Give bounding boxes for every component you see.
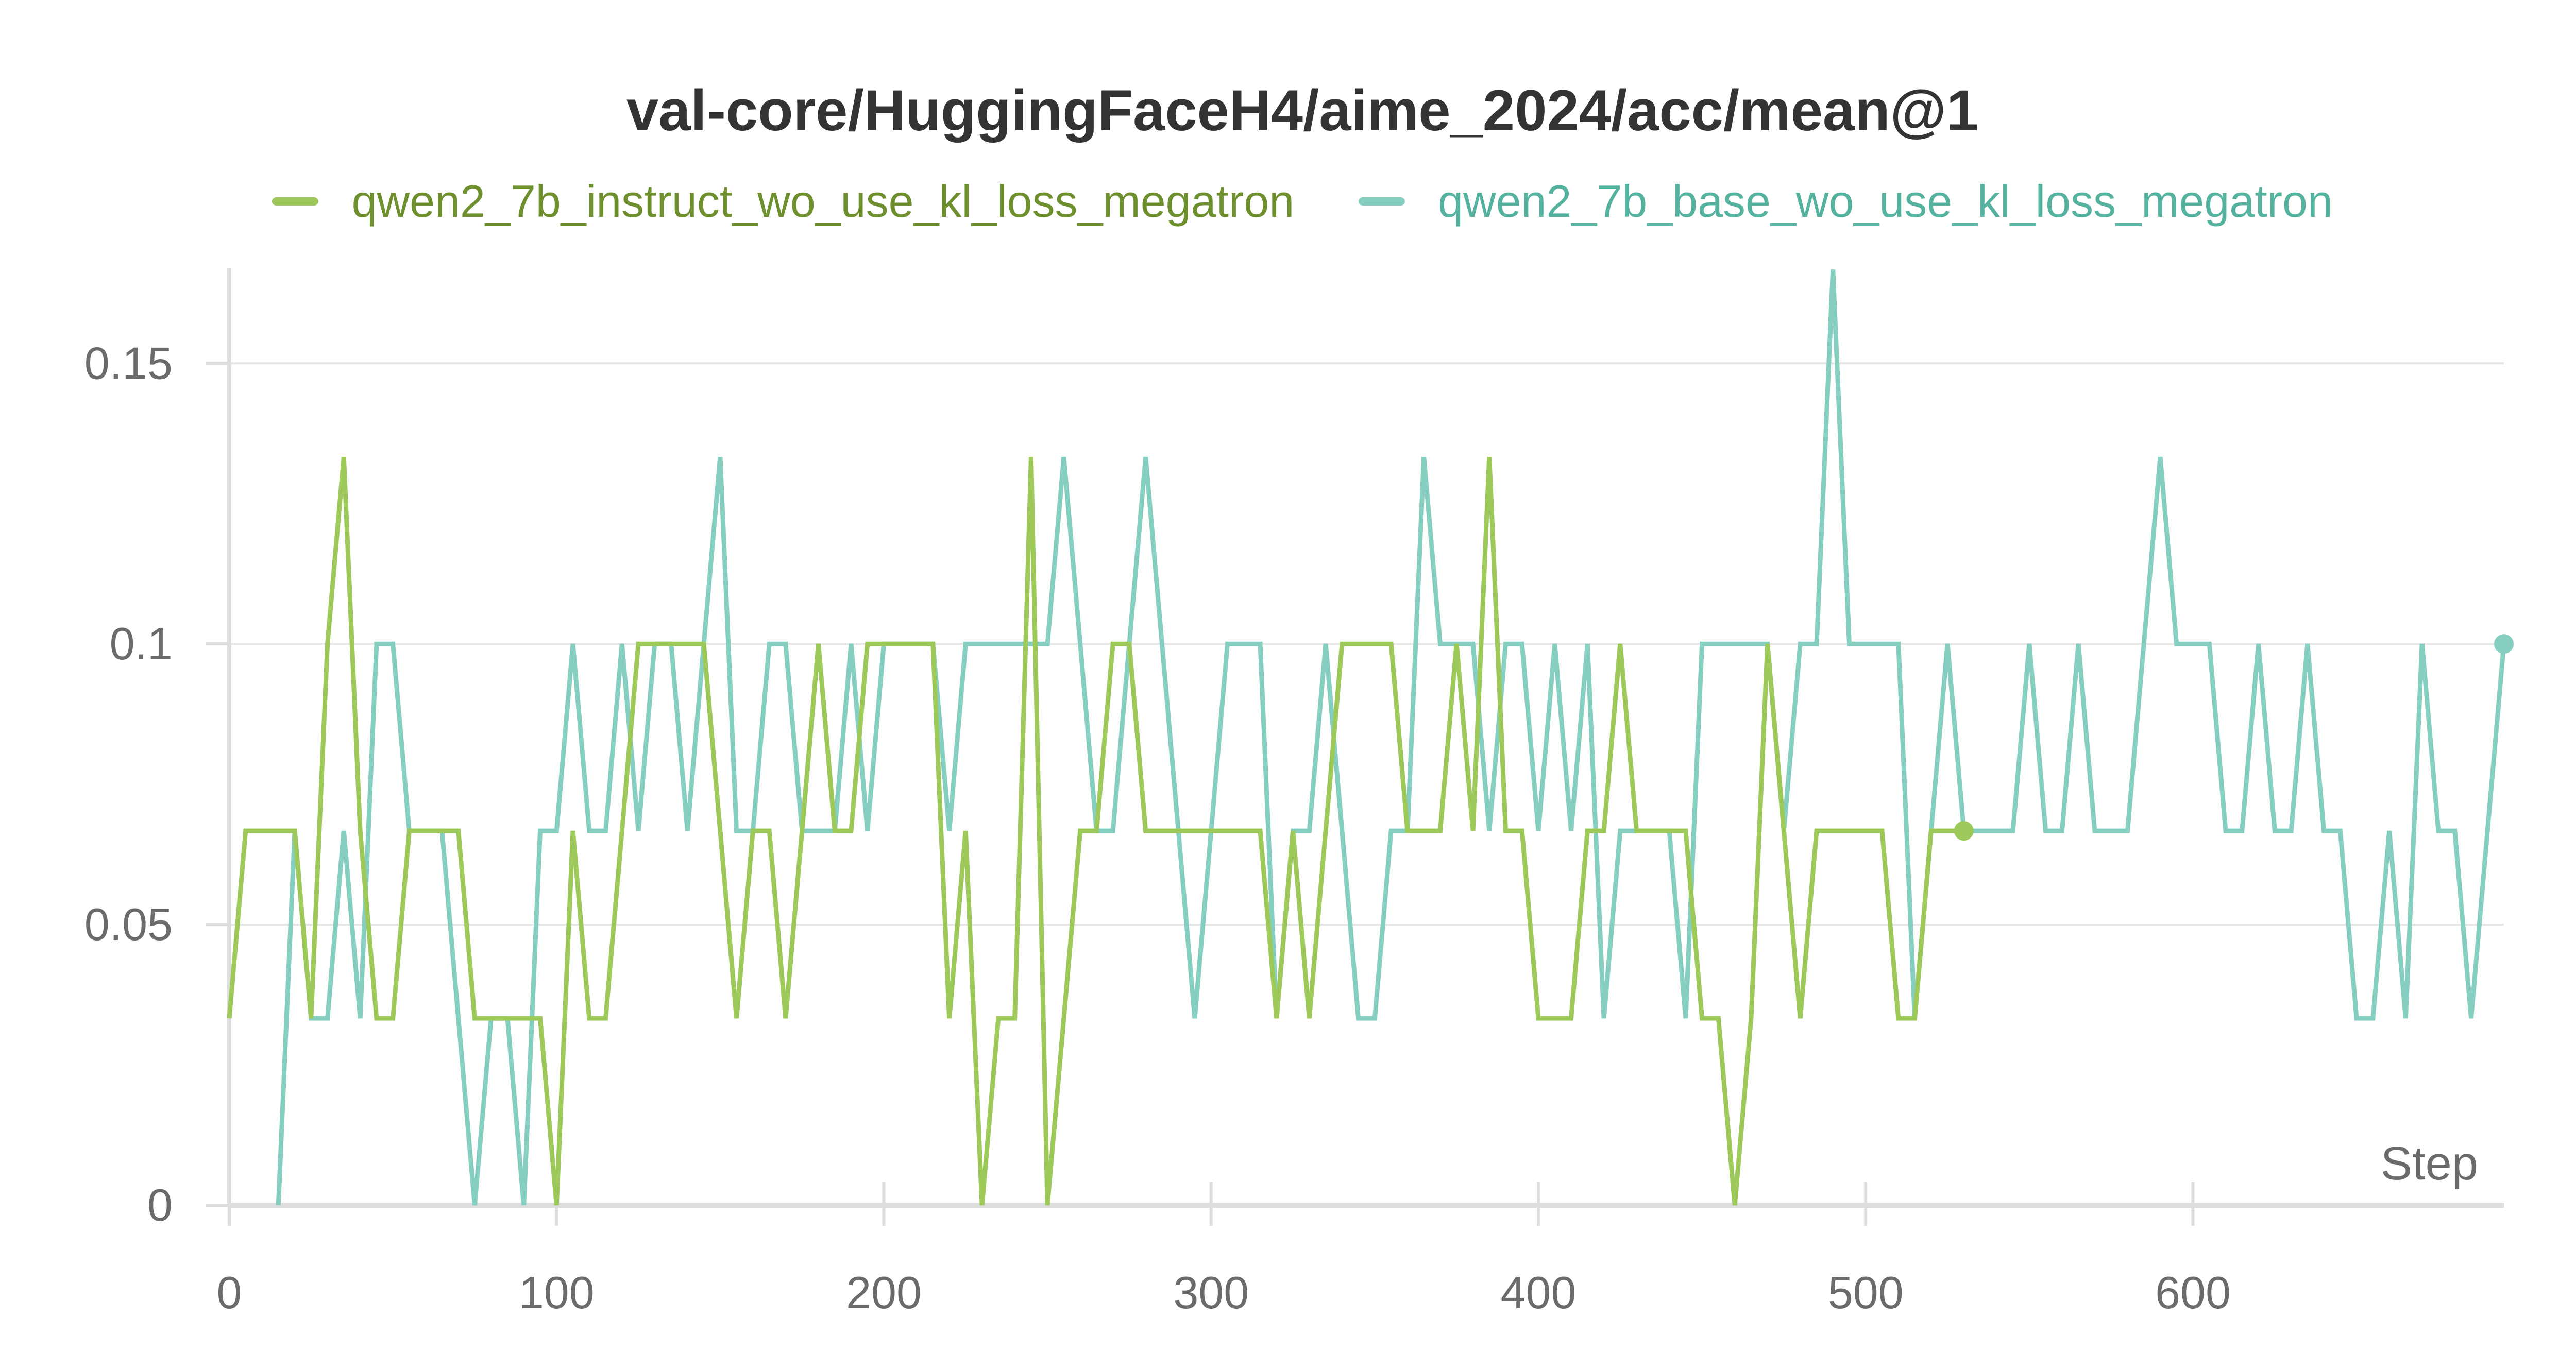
x-tick-label: 0 — [217, 1267, 242, 1318]
legend-item-base[interactable]: qwen2_7b_base_wo_use_kl_loss_megatron — [1358, 172, 2333, 228]
series-lines — [227, 269, 2514, 1206]
chart-title: val-core/HuggingFaceH4/aime_2024/acc/mea… — [626, 78, 1979, 143]
y-tick-label: 0.1 — [110, 618, 173, 669]
series-line — [227, 456, 1964, 1206]
legend-item-instruct[interactable]: qwen2_7b_instruct_wo_use_kl_loss_megatro… — [272, 172, 1294, 228]
series-end-point — [1954, 821, 1974, 841]
x-tick-label: 200 — [846, 1267, 922, 1318]
x-tick-label: 600 — [2155, 1267, 2231, 1318]
legend-swatch-base — [1358, 197, 1405, 206]
x-tick-label: 500 — [1828, 1267, 1904, 1318]
legend-swatch-instruct — [272, 197, 319, 206]
x-tick-label: 300 — [1173, 1267, 1249, 1318]
x-tick-label: 400 — [1501, 1267, 1577, 1318]
y-tick-label: 0 — [147, 1179, 173, 1230]
x-tick-label: 100 — [519, 1267, 595, 1318]
y-tick-label: 0.15 — [84, 337, 173, 388]
legend: qwen2_7b_instruct_wo_use_kl_loss_megatro… — [0, 170, 2576, 228]
axes: 0 0.05 0.1 0.15 0 100 200 300 400 500 600 — [84, 268, 2504, 1318]
y-tick-label: 0.05 — [84, 899, 173, 950]
legend-label-instruct: qwen2_7b_instruct_wo_use_kl_loss_megatro… — [351, 176, 1295, 227]
x-axis-title: Step — [2381, 1137, 2478, 1190]
legend-label-base: qwen2_7b_base_wo_use_kl_loss_megatron — [1438, 176, 2333, 227]
series-end-point — [2494, 634, 2514, 654]
series-line — [276, 269, 2506, 1206]
